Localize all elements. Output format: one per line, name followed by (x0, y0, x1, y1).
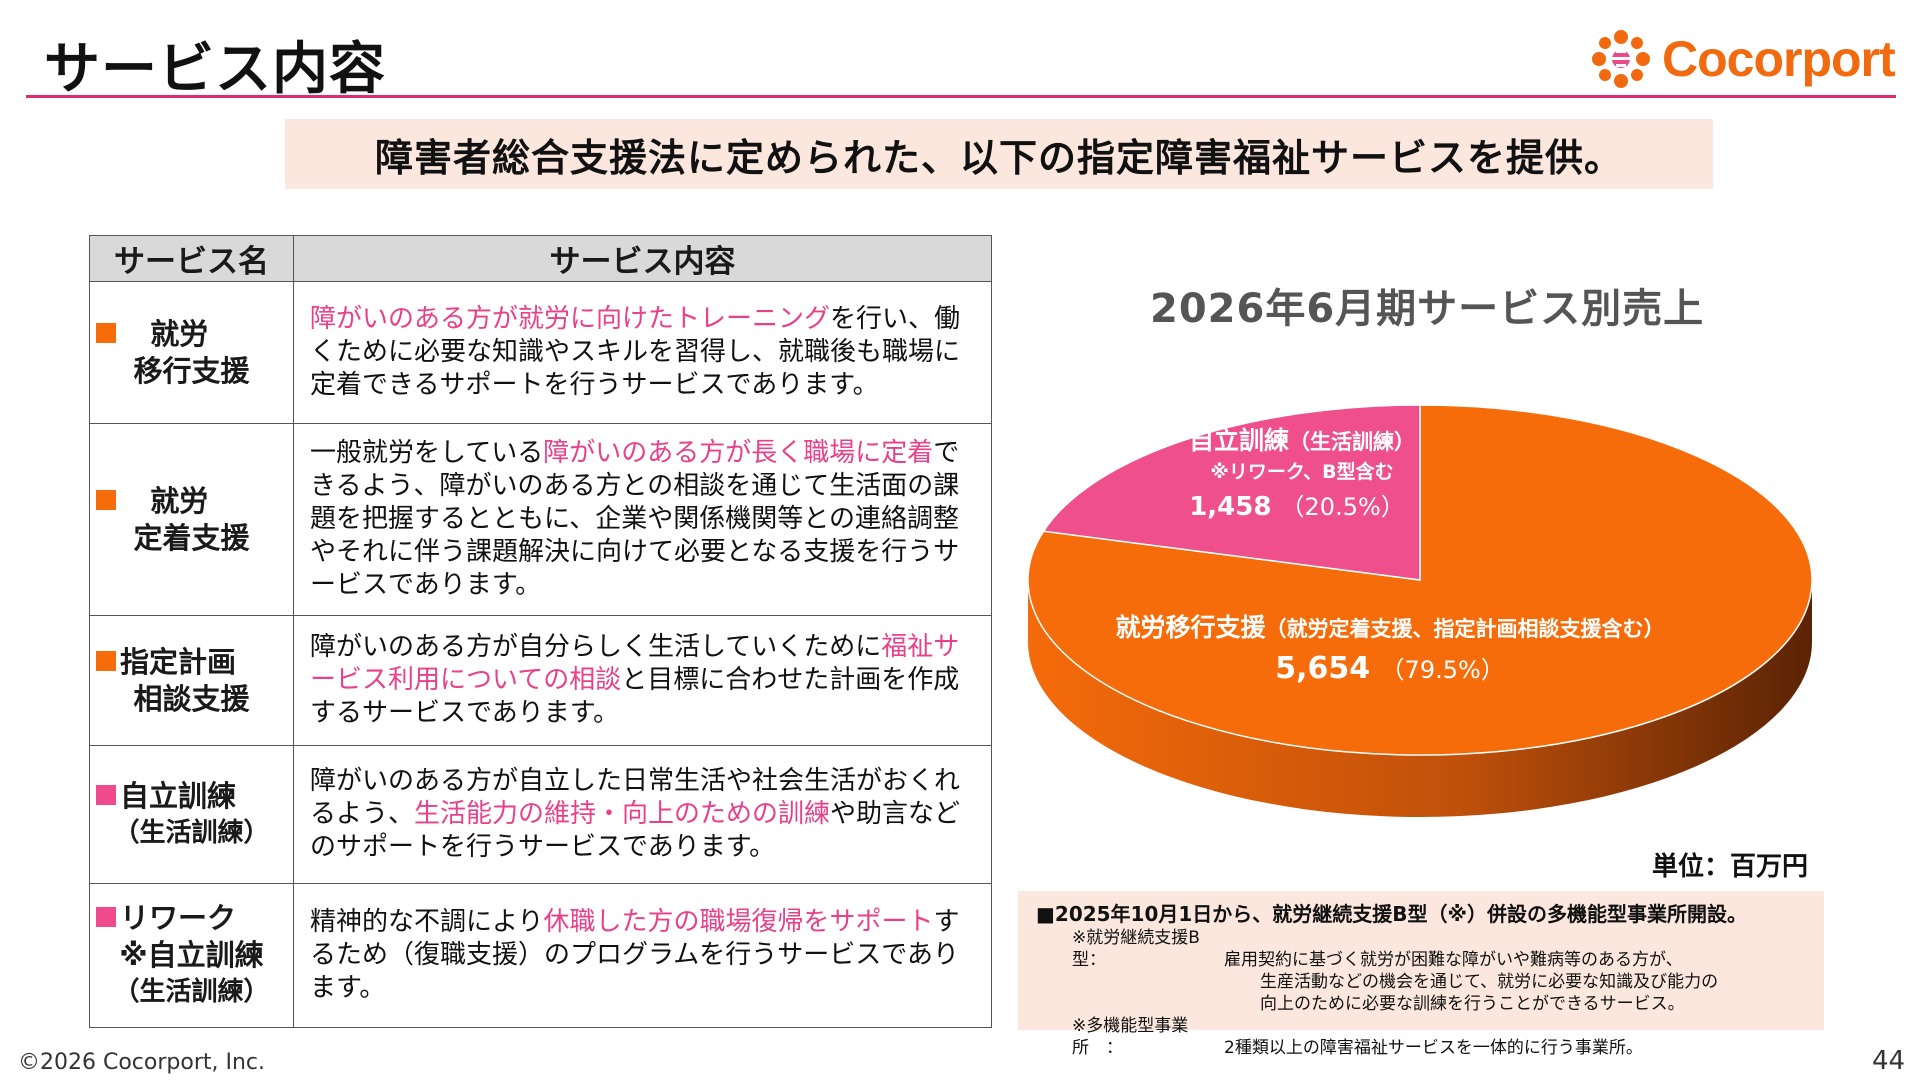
service-name-cell: 就労 移行支援 (89, 281, 294, 424)
service-name-cell: 就労 定着支援 (89, 423, 294, 616)
header-service-name: サービス名 (89, 235, 294, 282)
service-name-line: 移行支援 (133, 353, 250, 388)
service-description-cell: 精神的な不調により休職した方の職場復帰をサポートするため（復職支援）のプログラム… (293, 883, 992, 1028)
service-description-cell: 障がいのある方が就労に向けたトレーニングを行い、働くために必要な知識やスキルを習… (293, 281, 992, 424)
summary-banner-text: 障害者総合支援法に定められた、以下の指定障害福祉サービスを提供。 (374, 135, 1623, 180)
copyright: ©2026 Cocorport, Inc. (18, 1050, 266, 1075)
description-text: 障がいのある方が自分らしく生活していくために (310, 632, 882, 662)
orange-square-icon (96, 650, 116, 671)
service-description-cell: 障がいのある方が自分らしく生活していくために福祉サービス利用についての相談と目標… (293, 615, 992, 746)
chart-title: 2026年6月期サービス別売上 (1150, 286, 1705, 332)
description-text: と目標に合わせた計画を作成するサービスであります。 (310, 665, 960, 728)
service-name-line: （生活訓練） (113, 817, 270, 848)
service-description-cell: 一般就労をしている障がいのある方が長く職場に定着できるよう、障がいのある方との相… (293, 423, 992, 616)
slice-percent: （20.5%） (1280, 493, 1405, 521)
slice-value: 1,458 (1189, 492, 1272, 522)
note-box: ■2025年10月1日から、就労継続支援B型（※）併設の多機能型事業所開設。 ※… (1018, 891, 1824, 1058)
logo-flower-icon (1592, 30, 1650, 88)
table-row: 自立訓練 （生活訓練） 障がいのある方が自立した日常生活や社会生活がおくれるよう… (89, 745, 992, 884)
service-name-line: 定着支援 (133, 520, 250, 555)
page-number: 44 (1872, 1046, 1906, 1076)
service-name-line: 就労 (150, 316, 209, 351)
pink-square-icon (96, 784, 116, 805)
table-header-row: サービス名 サービス内容 (89, 235, 992, 282)
description-text: 精神的な不調により (310, 907, 544, 937)
pie-slice-jiritsu-kunren (1042, 404, 1421, 581)
table-row: 就労 移行支援 障がいのある方が就労に向けたトレーニングを行い、働くために必要な… (89, 281, 992, 424)
slice-name: 就労移行支援 (1115, 613, 1266, 642)
description-text: を行い、働くために必要な知識やスキルを習得し、就職後も職場に定着できるサポートを… (310, 304, 961, 400)
note-label: ※多機能型事業所 ： (1072, 1016, 1189, 1058)
note-text: 2種類以上の障害福祉サービスを一体的に行う事業所。 (1224, 1038, 1643, 1058)
pie-side-wall (1028, 580, 1812, 817)
description-text: できるよう、障がいのある方との相談を通じて生活面の課題を把握するとともに、企業や… (310, 438, 960, 600)
service-name-line: 就労 (150, 483, 209, 518)
pink-square-icon (96, 907, 116, 927)
slice-percent: （79.5%） (1380, 656, 1505, 684)
slice-label-shuro: 就労移行支援（就労定着支援、指定計画相談支援含む） 5,654 （79.5%） (1060, 610, 1720, 692)
page-title: サービス内容 (44, 37, 386, 102)
service-name-cell: 指定計画 相談支援 (89, 615, 294, 746)
slice-note: ※リワーク、B型含む (1210, 461, 1394, 483)
summary-banner: 障害者総合支援法に定められた、以下の指定障害福祉サービスを提供。 (285, 119, 1713, 189)
note-text: 生産活動などの機会を通じて、就労に必要な知識及び能力の (1260, 972, 1719, 992)
highlight-text: 障がいのある方が長く職場に定着 (543, 438, 934, 468)
service-name-cell: リワーク ※自立訓練 （生活訓練） (89, 883, 294, 1028)
slice-value: 5,654 (1275, 651, 1371, 686)
service-name-line: 自立訓練 (120, 778, 237, 813)
orange-square-icon (96, 489, 116, 510)
services-table: サービス名 サービス内容 就労 移行支援 障がいのある方が就労に向けたトレーニン… (89, 235, 992, 1028)
orange-square-icon (96, 322, 116, 343)
note-label: ※就労継続支援B型： (1072, 928, 1200, 970)
service-name-line: （生活訓練） (113, 977, 270, 1007)
slice-sub: （生活訓練） (1289, 430, 1415, 454)
note-heading: ■2025年10月1日から、就労継続支援B型（※）併設の多機能型事業所開設。 (1036, 902, 1747, 926)
company-logo: Cocorport (1590, 26, 1900, 96)
header-service-content: サービス内容 (293, 235, 992, 282)
highlight-text: 休職した方の職場復帰をサポート (543, 907, 934, 937)
note-text: 雇用契約に基づく就労が困難な障がいや難病等のある方が、 (1224, 950, 1683, 970)
service-name-line: リワーク (120, 901, 237, 935)
service-name-line: ※自立訓練 (119, 938, 264, 972)
logo-wordmark: Cocorport (1662, 31, 1896, 87)
service-name-line: 相談支援 (133, 681, 250, 716)
unit-label: 単位：百万円 (1652, 852, 1809, 882)
highlight-text: 障がいのある方が就労に向けたトレーニング (310, 304, 831, 334)
highlight-text: 福祉サービス利用についての相談 (310, 632, 960, 695)
service-name-cell: 自立訓練 （生活訓練） (89, 745, 294, 884)
sales-pie-chart (1027, 404, 1813, 817)
slice-name: 自立訓練 (1188, 426, 1289, 455)
slice-label-jiritsu: 自立訓練（生活訓練） ※リワーク、B型含む 1,458 （20.5%） (1172, 424, 1432, 529)
slice-sub: （就労定着支援、指定計画相談支援含む） (1265, 617, 1665, 641)
table-row: リワーク ※自立訓練 （生活訓練） 精神的な不調により休職した方の職場復帰をサポ… (89, 883, 992, 1028)
description-text: や助言などのサポートを行うサービスであります。 (310, 799, 961, 862)
title-underline (26, 95, 1896, 98)
description-text: 一般就労をしている (310, 438, 544, 468)
service-name-line: 指定計画 (120, 644, 237, 679)
description-text: するため（復職支援）のプログラムを行うサービスであります。 (310, 907, 960, 1003)
table-row: 指定計画 相談支援 障がいのある方が自分らしく生活していくために福祉サービス利用… (89, 615, 992, 746)
table-row: 就労 定着支援 一般就労をしている障がいのある方が長く職場に定着できるよう、障が… (89, 423, 992, 616)
description-text: 障がいのある方が自立した日常生活や社会生活がおくれるよう、 (310, 766, 961, 829)
service-description-cell: 障がいのある方が自立した日常生活や社会生活がおくれるよう、生活能力の維持・向上の… (293, 745, 992, 884)
highlight-text: 生活能力の維持・向上のための訓練 (414, 799, 831, 829)
note-text: 向上のために必要な訓練を行うことができるサービス。 (1260, 994, 1685, 1014)
